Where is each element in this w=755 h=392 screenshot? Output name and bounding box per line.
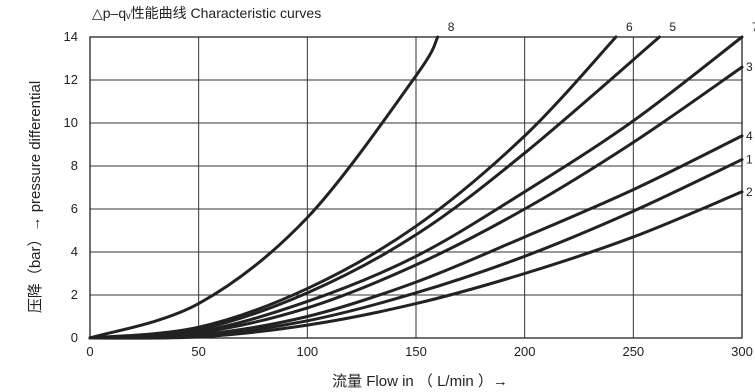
y-tick-label: 0	[71, 330, 78, 345]
curve-label-6: 6	[626, 20, 633, 34]
x-tick-label: 300	[731, 344, 753, 359]
y-tick-labels: 0 2 4 6 8 10 12 14	[64, 29, 78, 345]
y-axis-label: 压降（bar）→ pressure differential	[27, 81, 44, 313]
curve-labels: 8 6 5 7 3 4 1 2	[448, 20, 755, 199]
curve-label-4: 4	[746, 129, 753, 143]
y-tick-label: 4	[71, 244, 78, 259]
chart-grid	[89, 36, 743, 339]
curve-label-3: 3	[746, 60, 753, 74]
curve-label-1: 1	[746, 153, 753, 167]
y-tick-label: 12	[64, 72, 78, 87]
x-tick-label: 100	[296, 344, 318, 359]
curve-label-2: 2	[746, 185, 753, 199]
y-tick-label: 10	[64, 115, 78, 130]
y-tick-label: 2	[71, 287, 78, 302]
curve-label-8: 8	[448, 20, 455, 34]
x-tick-label: 150	[405, 344, 427, 359]
y-tick-label: 6	[71, 201, 78, 216]
curve-2	[88, 190, 744, 340]
x-tick-labels: 0 50 100 150 200 250 300	[86, 344, 752, 359]
chart-curves	[88, 35, 744, 340]
y-tick-label: 14	[64, 29, 78, 44]
x-tick-label: 50	[191, 344, 205, 359]
curve-label-5: 5	[669, 20, 676, 34]
x-tick-label: 200	[514, 344, 536, 359]
curve-5	[88, 35, 661, 340]
x-tick-label: 250	[622, 344, 644, 359]
y-tick-label: 8	[71, 158, 78, 173]
chart-title: △p–qᵥ性能曲线 Characteristic curves	[92, 5, 321, 21]
x-tick-label: 0	[86, 344, 93, 359]
plot-frame	[89, 36, 743, 339]
curve-8	[88, 35, 440, 340]
curve-3	[88, 65, 744, 340]
x-axis-label: 流量 Flow in （ L/min ）→	[332, 373, 508, 390]
curve-label-7: 7	[752, 20, 755, 34]
curve-6	[88, 35, 618, 340]
